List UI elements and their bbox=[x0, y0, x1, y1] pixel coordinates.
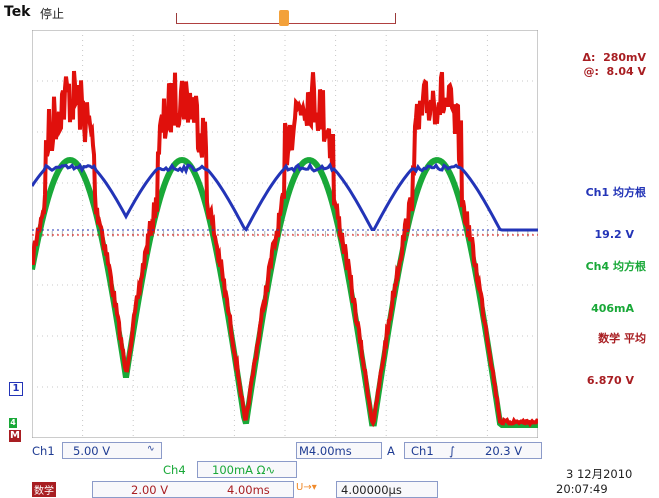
trigger-position-marker[interactable] bbox=[279, 10, 289, 26]
measurement-ch1-rms[interactable]: Ch1 均方根 19.2 V bbox=[540, 158, 646, 256]
measurement-ch4-rms-value: 406mA bbox=[591, 302, 634, 315]
ch4-scale: 100mA Ω∿ bbox=[212, 463, 276, 477]
waveform-traces bbox=[32, 70, 538, 428]
cursor-at-value: 8.04 V bbox=[606, 65, 646, 78]
ch1-ground-marker[interactable]: 1 bbox=[9, 382, 23, 396]
timebase-box[interactable]: M4.00ms bbox=[296, 442, 382, 459]
cursor-delta-readout: Δ: 280mV bbox=[548, 37, 646, 65]
measurement-ch1-rms-label: Ch1 均方根 bbox=[585, 186, 646, 199]
ch1-scale: 5.00 V bbox=[73, 444, 111, 458]
date-readout: 3 12月2010 bbox=[566, 467, 633, 481]
trigger-slope-icon: ∫ bbox=[449, 444, 455, 458]
measurement-ch4-rms[interactable]: Ch4 均方根 406mA bbox=[540, 232, 646, 330]
ch4-label[interactable]: Ch4 bbox=[163, 463, 186, 477]
measurement-math-mean[interactable]: 数学 平均 6.870 V bbox=[540, 304, 646, 402]
brand-logo: Tek bbox=[4, 4, 31, 20]
acquisition-status: 停止 bbox=[40, 7, 65, 21]
measurement-math-mean-value: 6.870 V bbox=[586, 374, 634, 387]
ch1-coupling-icon: ∿ bbox=[147, 444, 155, 454]
trigger-position-icon: U→▾ bbox=[296, 482, 317, 493]
math-trace bbox=[32, 70, 538, 428]
measurement-ch4-rms-label: Ch4 均方根 bbox=[585, 260, 646, 273]
trigger-box[interactable]: Ch1 ∫ 20.3 V bbox=[404, 442, 542, 459]
trigger-source: Ch1 bbox=[411, 444, 434, 458]
cursor-delta-label: Δ: bbox=[582, 51, 596, 64]
math-scale-box[interactable]: 2.00 V 4.00ms bbox=[92, 481, 294, 498]
waveform-display[interactable] bbox=[32, 30, 538, 438]
math-label[interactable]: 数学 bbox=[32, 482, 56, 497]
cursor-at-readout: @: 8.04 V bbox=[548, 51, 646, 79]
trigger-position-box[interactable]: 4.00000μs bbox=[336, 481, 438, 498]
timebase-scale: M4.00ms bbox=[299, 444, 352, 458]
math-ground-marker[interactable]: M bbox=[9, 430, 21, 442]
math-scale: 2.00 V bbox=[131, 483, 169, 497]
ch1-label[interactable]: Ch1 bbox=[32, 444, 55, 458]
ch4-scale-box[interactable]: 100mA Ω∿ bbox=[197, 461, 297, 478]
cursor-at-label: @: bbox=[583, 65, 599, 78]
measurement-ch1-rms-value: 19.2 V bbox=[594, 228, 634, 241]
trigger-position: 4.00000μs bbox=[341, 483, 402, 497]
trigger-level: 20.3 V bbox=[485, 444, 523, 458]
time-readout: 20:07:49 bbox=[556, 482, 608, 496]
math-time-scale: 4.00ms bbox=[227, 483, 270, 497]
measurement-math-mean-label: 数学 平均 bbox=[598, 332, 646, 345]
ch1-trace bbox=[32, 162, 538, 232]
ch4-ground-marker[interactable]: 4 bbox=[9, 418, 17, 428]
ch1-scale-box[interactable]: 5.00 V ∿ bbox=[62, 442, 162, 459]
trigger-mode: A bbox=[387, 444, 395, 458]
cursor-delta-value: 280mV bbox=[603, 51, 646, 64]
